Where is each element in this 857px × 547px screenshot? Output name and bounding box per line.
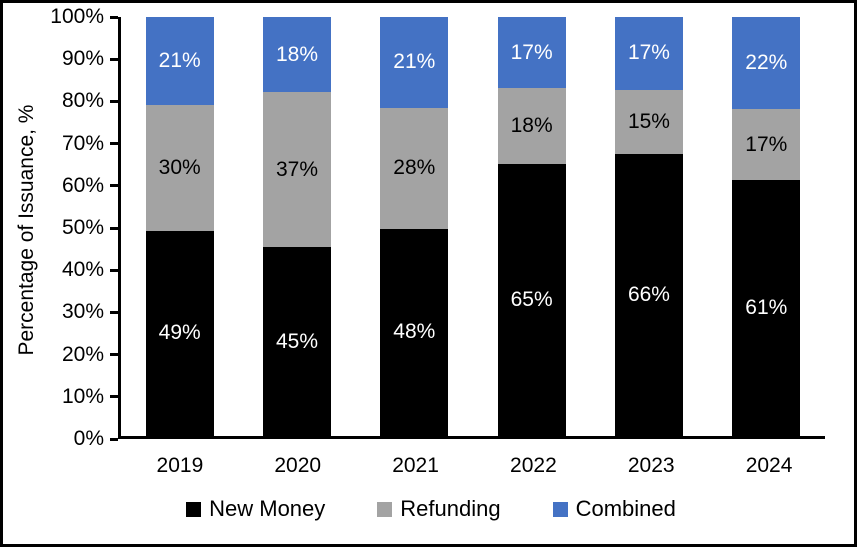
y-axis: 0% 10% 20% 30% 40% 50% 60% 70% 80% 90% 100% — [46, 5, 118, 450]
legend-label: Combined — [575, 496, 676, 521]
segment-label: 15% — [627, 109, 670, 133]
segment-label: 21% — [158, 49, 201, 73]
segment-label: 22% — [745, 51, 788, 75]
y-axis-tick — [110, 15, 118, 19]
bar-2024: 61% 17% 22% — [732, 17, 801, 436]
legend-item-combined: Combined — [552, 496, 676, 522]
segment-combined: 17% — [497, 17, 566, 89]
bar-slot-2022: 65% 18% 17% — [473, 17, 590, 436]
legend-swatch-combined — [552, 501, 568, 517]
legend-swatch-refunding — [377, 501, 393, 517]
legend-item-new-money: New Money — [186, 496, 325, 522]
segment-label: 49% — [158, 321, 201, 345]
segment-label: 21% — [393, 50, 436, 74]
segment-combined: 18% — [262, 17, 331, 93]
y-axis-tick-label: 70% — [61, 131, 104, 155]
segment-combined: 17% — [614, 17, 683, 90]
segment-label: 48% — [393, 320, 436, 344]
x-axis-label: 2022 — [510, 454, 557, 477]
segment-refunding: 28% — [380, 107, 449, 229]
segment-label: 28% — [393, 156, 436, 180]
segment-new-money: 66% — [614, 153, 683, 436]
segment-refunding: 17% — [732, 109, 801, 181]
segment-label: 37% — [275, 157, 318, 181]
y-axis-tick-label: 60% — [61, 173, 104, 197]
segment-refunding: 15% — [614, 89, 683, 154]
segment-refunding: 30% — [145, 105, 214, 231]
y-axis-title-area: Percentage of Issuance, % — [8, 17, 46, 442]
x-axis-label: 2021 — [392, 454, 439, 477]
segment-label: 30% — [158, 155, 201, 179]
segment-new-money: 45% — [262, 247, 331, 436]
bar-2020: 45% 37% 18% — [262, 17, 331, 436]
x-axis-label: 2023 — [627, 454, 675, 477]
segment-label: 18% — [510, 113, 553, 137]
y-axis-tick — [110, 353, 118, 357]
bar-2019: 49% 30% 21% — [145, 17, 214, 436]
segment-combined: 22% — [732, 17, 801, 110]
segment-new-money: 61% — [732, 180, 801, 436]
y-axis-tick — [110, 395, 118, 399]
x-axis: 2019 2020 2021 2022 2023 2024 — [121, 454, 828, 478]
legend: New Money Refunding Combined — [8, 496, 854, 522]
legend-item-refunding: Refunding — [377, 496, 501, 522]
y-axis-title: Percentage of Issuance, % — [15, 104, 38, 355]
segment-label: 45% — [275, 329, 318, 353]
segment-new-money: 48% — [380, 228, 449, 436]
x-axis-label: 2019 — [156, 454, 204, 477]
legend-label: New Money — [209, 496, 326, 521]
bar-2023: 66% 15% 17% — [614, 17, 683, 436]
y-axis-tick-label: 80% — [61, 89, 104, 113]
segment-label: 17% — [510, 40, 553, 64]
plot-area: 49% 30% 21% 45% 37% 18% 48% 28% 21% 65% 18% 17% 66% 1… — [110, 15, 825, 441]
legend-label: Refunding — [400, 496, 501, 521]
segment-refunding: 37% — [262, 92, 331, 248]
y-axis-tick-label: 30% — [61, 300, 104, 324]
y-axis-tick — [110, 99, 118, 103]
y-axis-tick-label: 20% — [61, 342, 104, 366]
bar-slot-2023: 66% 15% 17% — [590, 17, 707, 436]
bar-2021: 48% 28% 21% — [380, 17, 449, 436]
bar-slot-2019: 49% 30% 21% — [121, 17, 238, 436]
chart-figure: Percentage of Issuance, % 0% 10% 20% 30% 40%… — [8, 5, 854, 450]
segment-combined: 21% — [380, 17, 449, 108]
y-axis-tick-label: 10% — [61, 384, 104, 408]
legend-swatch-new-money — [186, 501, 202, 517]
segment-label: 61% — [745, 296, 788, 320]
y-axis-tick-label: 0% — [73, 427, 104, 450]
bar-slot-2020: 45% 37% 18% — [238, 17, 355, 436]
bar-slot-2024: 61% 17% 22% — [708, 17, 825, 436]
y-axis-tick — [110, 310, 118, 314]
y-axis-tick — [110, 437, 118, 441]
segment-combined: 21% — [145, 17, 214, 106]
y-axis-tick — [110, 226, 118, 230]
y-axis-tick — [110, 57, 118, 61]
y-axis-tick-label: 40% — [61, 258, 104, 282]
y-axis-tick — [110, 184, 118, 188]
segment-new-money: 49% — [145, 230, 214, 436]
x-axis-label: 2024 — [745, 454, 793, 477]
y-axis-tick-label: 90% — [61, 47, 104, 71]
y-axis-tick-label: 100% — [50, 5, 104, 28]
y-axis-tick-label: 50% — [61, 216, 104, 239]
segment-label: 17% — [627, 41, 670, 65]
segment-new-money: 65% — [497, 163, 566, 436]
y-axis-tick — [110, 142, 118, 146]
x-axis-label: 2020 — [274, 454, 322, 477]
segment-label: 18% — [275, 42, 318, 66]
segment-label: 17% — [745, 132, 788, 156]
segment-label: 65% — [510, 287, 553, 311]
segment-refunding: 18% — [497, 88, 566, 164]
y-axis-tick — [110, 268, 118, 272]
segment-label: 66% — [627, 282, 670, 306]
bar-2022: 65% 18% 17% — [497, 17, 566, 436]
bar-slot-2021: 48% 28% 21% — [356, 17, 473, 436]
